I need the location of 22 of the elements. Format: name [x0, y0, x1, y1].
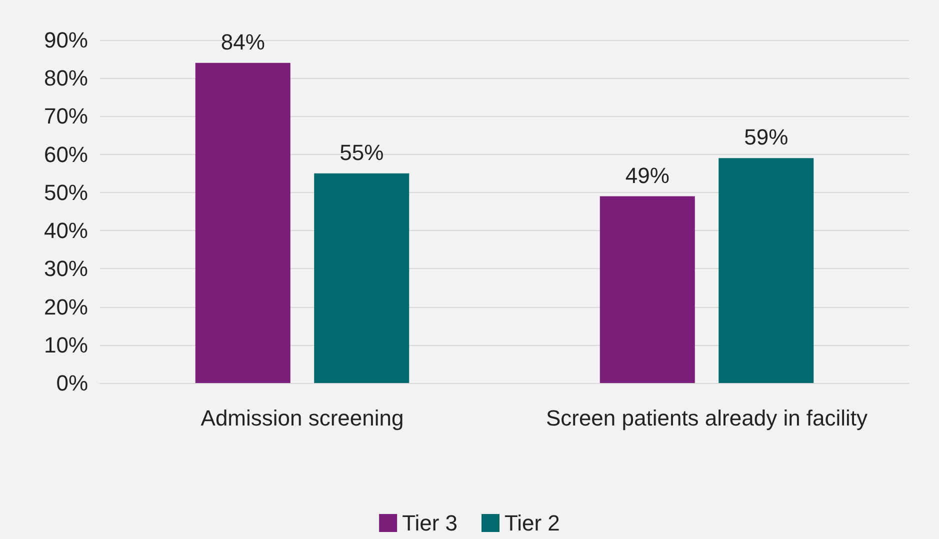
- bar: [314, 173, 410, 383]
- y-tick-label: 70%: [44, 104, 88, 129]
- y-tick-label: 60%: [44, 142, 88, 167]
- y-tick-label: 0%: [56, 370, 88, 396]
- data-label: 59%: [744, 124, 788, 150]
- legend-label: Tier 3: [402, 510, 458, 536]
- y-tick-label: 80%: [44, 66, 88, 91]
- bar: [600, 196, 695, 383]
- y-tick-label: 40%: [44, 218, 88, 244]
- x-tick-label: Admission screening: [200, 406, 404, 430]
- data-label: 55%: [340, 140, 384, 165]
- data-label: 84%: [220, 29, 265, 54]
- y-tick-label: 90%: [44, 28, 88, 52]
- y-tick-label: 30%: [44, 256, 88, 282]
- bar: [718, 158, 814, 383]
- x-tick-label: Screen patients already in facility: [546, 406, 868, 430]
- y-tick-label: 10%: [44, 332, 88, 358]
- legend-label: Tier 2: [504, 510, 560, 536]
- data-label: 49%: [625, 162, 670, 188]
- y-tick-label: 50%: [44, 180, 88, 205]
- bar: [195, 62, 290, 383]
- y-tick-label: 20%: [44, 294, 88, 320]
